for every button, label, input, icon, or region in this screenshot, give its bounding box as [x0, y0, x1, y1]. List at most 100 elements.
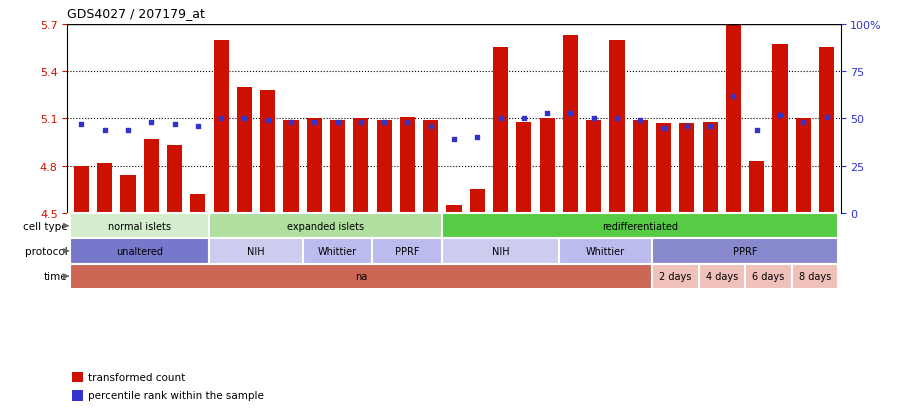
Point: [284, 120, 298, 126]
Bar: [563, 36, 578, 214]
Text: PPRF: PPRF: [396, 246, 420, 256]
Bar: [120, 176, 136, 214]
Point: [75, 121, 89, 128]
Text: Whittier: Whittier: [318, 246, 357, 256]
Bar: [703, 122, 717, 214]
Text: expanded islets: expanded islets: [288, 221, 364, 231]
Bar: [209, 214, 442, 239]
Bar: [191, 195, 205, 214]
Point: [633, 118, 647, 124]
Point: [353, 120, 368, 126]
Bar: [236, 88, 252, 214]
Bar: [699, 264, 745, 289]
Point: [237, 116, 252, 123]
Text: protocol: protocol: [25, 246, 67, 256]
Bar: [330, 121, 345, 214]
Point: [797, 120, 811, 126]
Text: 2 days: 2 days: [659, 271, 691, 282]
Bar: [283, 121, 298, 214]
Point: [517, 116, 531, 123]
Bar: [633, 121, 648, 214]
Point: [447, 137, 461, 143]
Bar: [792, 264, 838, 289]
Point: [120, 127, 135, 134]
Text: Whittier: Whittier: [586, 246, 625, 256]
Point: [167, 121, 182, 128]
Bar: [353, 119, 369, 214]
Point: [470, 135, 485, 141]
Point: [773, 112, 788, 119]
Point: [610, 116, 624, 123]
Point: [307, 120, 322, 126]
Point: [750, 127, 764, 134]
Bar: [167, 146, 182, 214]
Point: [377, 120, 391, 126]
Point: [330, 120, 344, 126]
Bar: [656, 124, 672, 214]
Text: 4 days: 4 days: [706, 271, 738, 282]
Bar: [70, 239, 209, 264]
Bar: [539, 119, 555, 214]
Bar: [400, 118, 415, 214]
Point: [703, 123, 717, 130]
Bar: [377, 121, 392, 214]
Bar: [72, 372, 83, 382]
Text: transformed count: transformed count: [87, 372, 185, 382]
Bar: [772, 45, 788, 214]
Bar: [442, 214, 838, 239]
Point: [423, 123, 438, 130]
Point: [586, 116, 601, 123]
Text: na: na: [355, 271, 367, 282]
Bar: [307, 119, 322, 214]
Bar: [652, 264, 699, 289]
Point: [97, 127, 111, 134]
Bar: [209, 239, 303, 264]
Bar: [559, 239, 652, 264]
Bar: [260, 91, 275, 214]
Text: normal islets: normal islets: [108, 221, 171, 231]
Bar: [749, 161, 764, 214]
Bar: [652, 239, 838, 264]
Bar: [493, 48, 508, 214]
Bar: [372, 239, 442, 264]
Bar: [70, 264, 652, 289]
Point: [494, 116, 508, 123]
Bar: [819, 48, 834, 214]
Point: [191, 123, 205, 130]
Text: PPRF: PPRF: [733, 246, 757, 256]
Bar: [680, 124, 694, 214]
Text: redifferentiated: redifferentiated: [602, 221, 678, 231]
Bar: [214, 40, 228, 214]
Bar: [74, 166, 89, 214]
Point: [400, 120, 414, 126]
Text: NIH: NIH: [492, 246, 510, 256]
Point: [540, 110, 555, 117]
Text: NIH: NIH: [247, 246, 265, 256]
Bar: [97, 163, 112, 214]
Point: [144, 120, 158, 126]
Bar: [610, 40, 625, 214]
Text: cell type: cell type: [23, 221, 67, 231]
Bar: [70, 214, 209, 239]
Bar: [796, 119, 811, 214]
Bar: [442, 239, 559, 264]
Point: [726, 93, 741, 100]
Text: percentile rank within the sample: percentile rank within the sample: [87, 390, 263, 401]
Text: 8 days: 8 days: [799, 271, 831, 282]
Bar: [447, 206, 461, 214]
Bar: [303, 239, 372, 264]
Point: [214, 116, 228, 123]
Text: 6 days: 6 days: [752, 271, 785, 282]
Bar: [72, 390, 83, 401]
Point: [680, 123, 694, 130]
Bar: [516, 122, 531, 214]
Text: GDS4027 / 207179_at: GDS4027 / 207179_at: [67, 7, 205, 20]
Bar: [469, 190, 485, 214]
Bar: [586, 121, 601, 214]
Point: [564, 110, 578, 117]
Point: [819, 114, 833, 121]
Point: [261, 118, 275, 124]
Bar: [725, 4, 741, 214]
Text: time: time: [44, 271, 67, 282]
Bar: [745, 264, 792, 289]
